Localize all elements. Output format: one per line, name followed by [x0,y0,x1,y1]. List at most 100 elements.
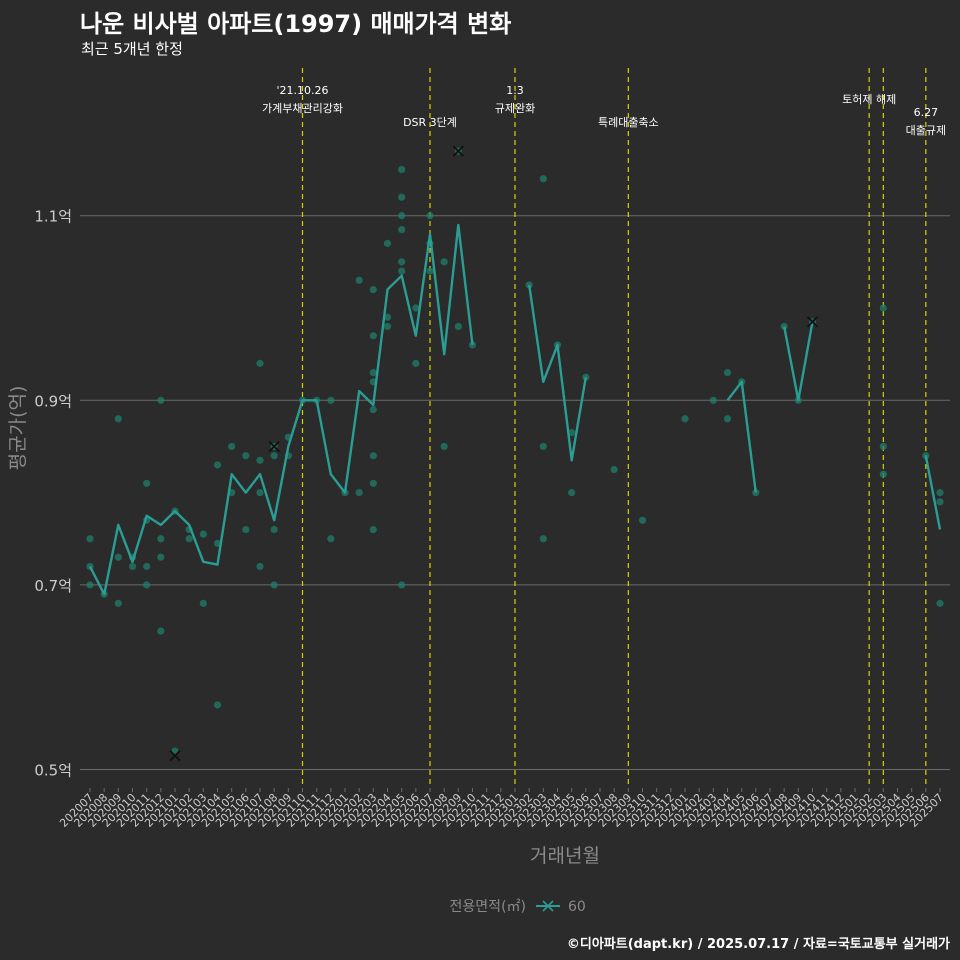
transaction-point [723,369,732,377]
transaction-point [86,535,94,543]
transaction-point [199,599,207,607]
source-caption: ©디아파트(dapt.kr) / 2025.07.17 / 자료=국토교통부 실… [566,937,950,952]
chart-subtitle: 최근 5개년 한정 [81,40,183,58]
transaction-point [369,405,377,414]
transaction-point [879,442,887,451]
event-label: 가계부채관리강화 [262,102,343,115]
transaction-point [398,267,406,275]
axis-layer: 0.5억0.7억0.9억1.1억202007202008202009202010… [7,208,946,867]
transaction-point [369,332,377,340]
transaction-point [114,599,122,607]
transaction-point [752,489,760,497]
x-marker-stroke [452,145,464,157]
average-price-line [528,284,587,462]
transaction-point [355,276,363,284]
transaction-point [256,456,264,464]
transaction-point [709,396,717,404]
event-label: DSR 3단계 [403,116,457,129]
transaction-point [383,239,392,247]
transaction-point [185,535,193,543]
transaction-point [440,258,448,266]
legend: 전용면적(㎡) 60 [450,899,586,915]
transaction-point [270,452,278,460]
transaction-point [936,599,944,607]
transaction-point [369,369,377,377]
legend-x-swatch [542,900,554,912]
transaction-point [398,193,406,201]
transaction-point [228,442,236,451]
transaction-point [539,535,547,543]
transaction-point [256,489,264,497]
transaction-point [114,553,122,561]
transaction-point [143,562,151,571]
transaction-point [426,212,434,220]
event-label: 규제완화 [495,102,535,115]
transaction-point [398,258,406,266]
transaction-point [412,304,420,312]
x-marker [452,145,464,157]
event-label: 토허제 해제 [842,92,896,106]
x-marker [268,440,280,453]
transaction-point [242,452,250,460]
transaction-point [157,396,165,404]
x-marker-stroke [169,750,181,762]
chart-title: 나운 비사벌 아파트(1997) 매매가격 변화 [80,10,512,38]
event-date-label: 1.3 [506,84,524,97]
average-price-line [88,223,474,596]
transaction-point [256,562,264,571]
transaction-point [355,489,363,497]
y-tick-label: 0.9억 [34,392,72,410]
transaction-point [327,396,335,404]
transaction-point [114,415,122,423]
transaction-point [681,415,689,423]
transaction-point [242,525,250,534]
transaction-point [327,535,335,543]
transaction-point [398,581,406,589]
transaction-point [936,489,944,497]
transaction-point [398,225,406,234]
y-tick-label: 1.1억 [34,208,72,226]
event-label: 대출규제 [906,124,946,137]
transaction-point [879,470,887,478]
transaction-point [86,581,94,589]
transaction-point [412,359,420,367]
event-label: 특례대출축소 [598,116,659,129]
transaction-point [369,285,377,294]
transaction-point [440,442,448,451]
transaction-point [468,341,477,349]
transaction-point [936,498,944,506]
point-layer [86,147,944,755]
transaction-point [879,304,887,312]
transaction-point [723,415,732,423]
transaction-point [157,535,165,543]
transaction-point [383,313,392,321]
event-date-label: '21.10.26 [276,84,328,97]
average-price-line [783,321,814,402]
transaction-point [213,539,222,547]
transaction-point [199,530,207,538]
x-marker [169,750,181,762]
average-price-line [924,455,942,530]
x-marker [806,316,819,328]
y-axis-title: 평균가(억) [7,386,29,471]
event-date-label: 6.27 [914,106,939,119]
transaction-point [638,516,647,524]
y-tick-label: 0.7억 [34,577,72,595]
transaction-point [369,479,377,487]
transaction-point [610,465,618,474]
marker-layer [169,145,819,762]
x-axis-title: 거래년월 [530,845,600,867]
transaction-point [568,429,576,437]
line-layer [88,223,942,596]
transaction-point [256,359,264,367]
average-price-line [726,380,757,493]
transaction-point [539,442,547,451]
x-marker-stroke [806,316,819,328]
transaction-point [213,701,222,709]
transaction-point [213,461,222,469]
transaction-point [922,452,930,460]
y-tick-label: 0.5억 [34,762,72,780]
transaction-point [270,525,278,534]
